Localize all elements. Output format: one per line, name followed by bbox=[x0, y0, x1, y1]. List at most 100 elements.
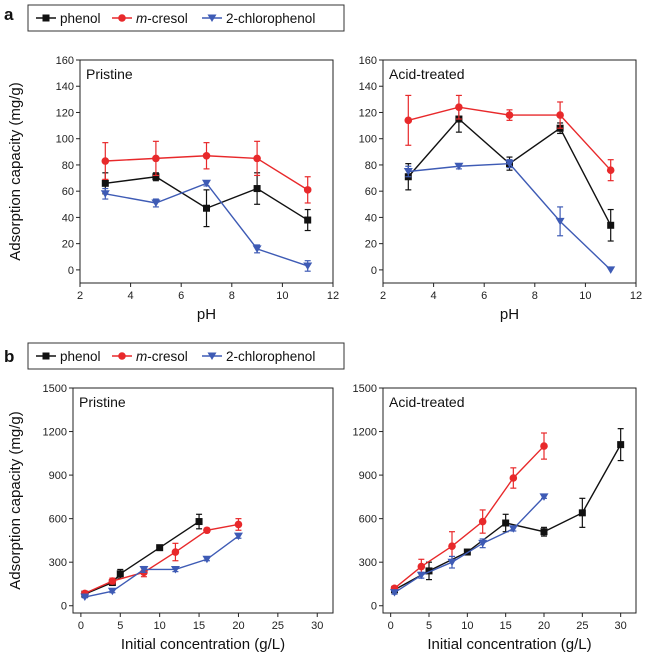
legend-label-mcresol-rest: -cresol bbox=[147, 11, 188, 26]
x-tick-label: 6 bbox=[481, 290, 487, 302]
panel-title: Acid-treated bbox=[389, 394, 464, 410]
data-point-mcresol bbox=[234, 520, 243, 529]
x-tick-label: 20 bbox=[538, 620, 550, 632]
x-tick-label: 5 bbox=[426, 620, 432, 632]
data-point-mcresol bbox=[606, 166, 615, 174]
x-tick-label: 10 bbox=[579, 290, 591, 302]
data-point-mcresol bbox=[101, 157, 110, 165]
y-tick-label: 1500 bbox=[353, 383, 377, 395]
data-point-chlorophenol bbox=[416, 571, 426, 580]
panel-title: Acid-treated bbox=[389, 66, 464, 82]
series-mcresol bbox=[404, 94, 615, 182]
series-chlorophenol bbox=[100, 179, 313, 272]
series-chlorophenol bbox=[403, 159, 616, 274]
series-line-chlorophenol bbox=[408, 162, 612, 271]
y-tick-label: 300 bbox=[359, 557, 377, 569]
y-tick-label: 600 bbox=[359, 514, 377, 526]
y-axis-label: Adsorption capacity (mg/g) bbox=[7, 411, 24, 589]
x-tick-label: 5 bbox=[117, 620, 123, 632]
data-point-mcresol bbox=[417, 562, 426, 571]
series-chlorophenol bbox=[80, 532, 243, 602]
y-tick-label: 600 bbox=[49, 514, 67, 526]
x-tick-label: 0 bbox=[388, 620, 394, 632]
data-point-chlorophenol bbox=[107, 587, 117, 596]
y-tick-label: 0 bbox=[371, 601, 377, 613]
legend-label-mcresol-rest: -cresol bbox=[147, 349, 188, 364]
data-point-phenol bbox=[156, 544, 164, 552]
y-tick-label: 0 bbox=[61, 601, 67, 613]
data-point-chlorophenol bbox=[555, 217, 565, 226]
legend-marker-mcresol bbox=[118, 352, 126, 360]
data-point-mcresol bbox=[253, 154, 261, 163]
y-tick-label: 120 bbox=[56, 107, 74, 119]
panel-title: Pristine bbox=[86, 66, 133, 82]
y-tick-label: 300 bbox=[49, 557, 67, 569]
legend-marker-chlorophenol bbox=[207, 352, 217, 360]
panel-letter-b: b bbox=[4, 347, 14, 366]
series-phenol bbox=[391, 428, 625, 594]
legend-label-chlorophenol: 2-chlorophenol bbox=[226, 11, 315, 26]
y-tick-label: 20 bbox=[365, 239, 377, 251]
y-tick-label: 140 bbox=[359, 81, 377, 93]
data-point-mcresol bbox=[478, 517, 487, 526]
data-point-phenol bbox=[195, 518, 203, 526]
series-phenol bbox=[404, 105, 615, 242]
y-tick-label: 0 bbox=[68, 265, 74, 277]
x-tick-label: 12 bbox=[630, 290, 642, 302]
x-tick-label: 6 bbox=[178, 290, 184, 302]
data-point-chlorophenol bbox=[80, 593, 90, 602]
y-tick-label: 1200 bbox=[43, 427, 67, 439]
y-tick-label: 1500 bbox=[43, 383, 67, 395]
data-point-mcresol bbox=[108, 577, 117, 585]
y-tick-label: 140 bbox=[56, 81, 74, 93]
plot-frame bbox=[72, 387, 334, 614]
data-point-chlorophenol bbox=[505, 160, 514, 168]
data-point-chlorophenol bbox=[170, 565, 180, 574]
y-axis-label: Adsorption capacity (mg/g) bbox=[7, 82, 24, 260]
plot-frame bbox=[382, 387, 637, 614]
data-point-chlorophenol bbox=[202, 179, 211, 188]
data-point-chlorophenol bbox=[139, 565, 149, 574]
chart-a-pristine: 2 4 6 8 10 12020406080100120140160pHAdsorptio… bbox=[7, 55, 339, 323]
y-tick-label: 160 bbox=[359, 55, 377, 67]
data-point-phenol bbox=[502, 519, 510, 527]
data-point-mcresol bbox=[202, 151, 211, 160]
legend-label-mcresol-italic: m bbox=[136, 349, 147, 364]
data-point-mcresol bbox=[448, 542, 456, 551]
series-mcresol bbox=[390, 432, 548, 593]
y-tick-label: 100 bbox=[56, 134, 74, 146]
data-point-phenol bbox=[116, 570, 124, 578]
x-tick-label: 0 bbox=[78, 620, 84, 632]
y-tick-label: 20 bbox=[62, 239, 74, 251]
data-point-phenol bbox=[101, 179, 109, 187]
legend-label-mcresol: m-cresol bbox=[136, 349, 188, 364]
legend-label-phenol: phenol bbox=[60, 349, 101, 364]
data-point-chlorophenol bbox=[100, 190, 110, 198]
x-tick-label: 25 bbox=[272, 620, 284, 632]
data-point-phenol bbox=[540, 528, 548, 536]
y-tick-label: 900 bbox=[49, 470, 67, 482]
x-tick-label: 30 bbox=[615, 620, 627, 632]
x-axis-label: Initial concentration (g/L) bbox=[427, 636, 591, 653]
x-tick-label: 10 bbox=[276, 290, 288, 302]
data-point-mcresol bbox=[509, 474, 518, 482]
data-point-chlorophenol bbox=[202, 555, 212, 564]
charts: 2 4 6 8 10 12020406080100120140160pHAdsorptio… bbox=[7, 55, 642, 653]
data-point-phenol bbox=[253, 185, 261, 193]
data-point-phenol bbox=[607, 221, 615, 229]
legend-marker-mcresol bbox=[118, 14, 126, 22]
y-tick-label: 60 bbox=[62, 186, 74, 198]
data-point-chlorophenol bbox=[233, 532, 243, 541]
legend-b: phenol m-cresol 2-chlorophenol bbox=[27, 342, 345, 370]
legend-box bbox=[27, 342, 345, 370]
plot-frame bbox=[382, 59, 637, 284]
chart-a-acid-treated: 2 4 6 8 10 12020406080100120140160pHAcid-trea… bbox=[359, 55, 642, 323]
x-tick-label: 10 bbox=[461, 620, 473, 632]
x-tick-label: 2 bbox=[77, 290, 83, 302]
data-point-mcresol bbox=[404, 116, 413, 125]
data-point-mcresol bbox=[303, 186, 312, 194]
y-tick-label: 900 bbox=[359, 470, 377, 482]
x-tick-label: 15 bbox=[193, 620, 205, 632]
